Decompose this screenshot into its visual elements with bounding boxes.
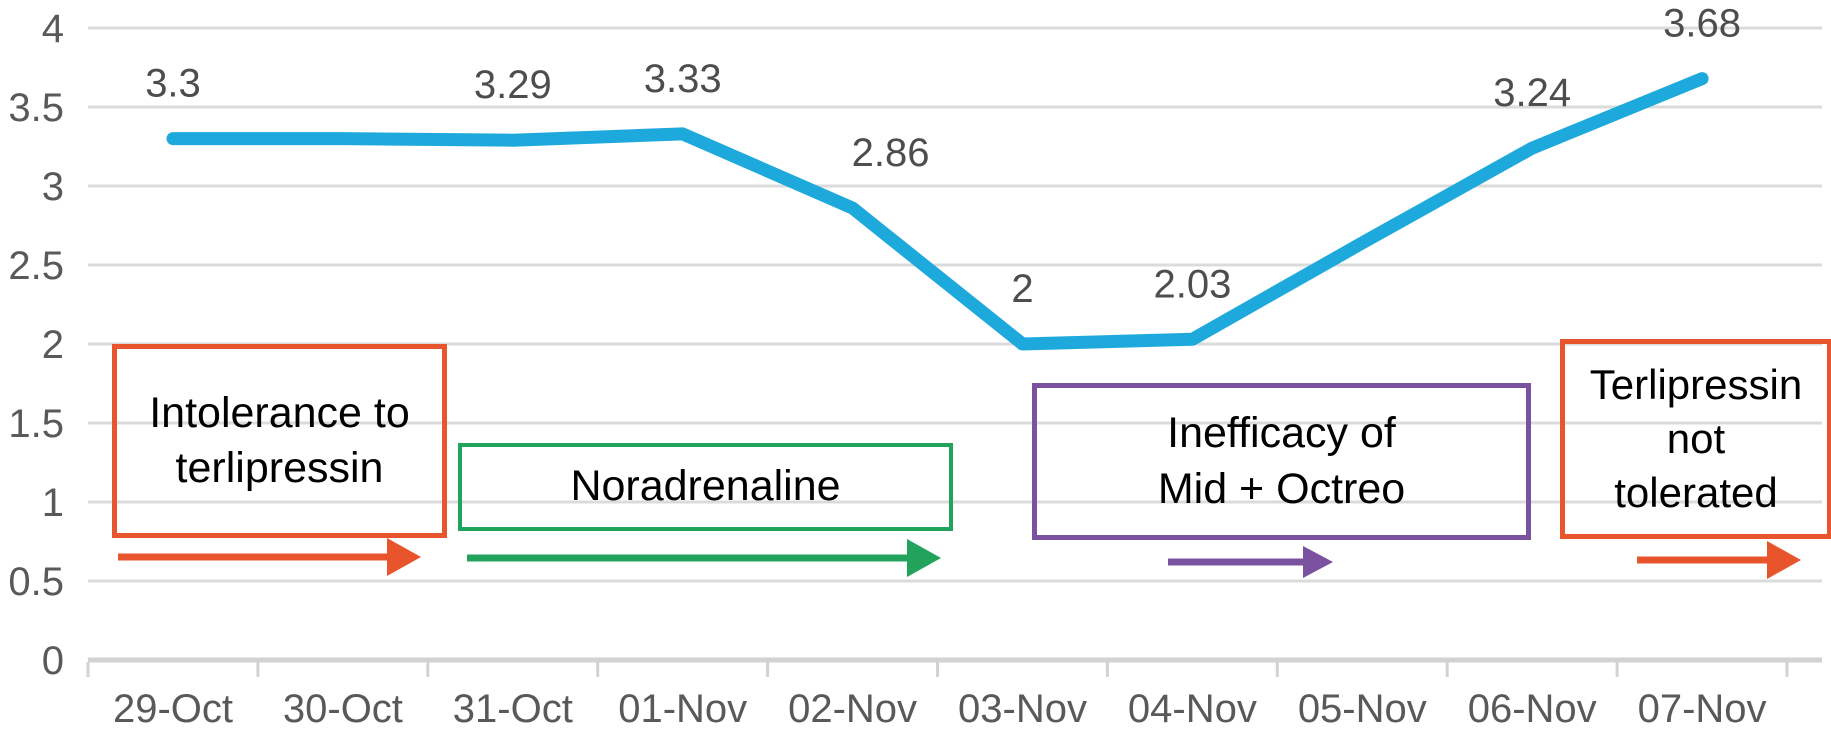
data-label: 3.24 — [1493, 71, 1571, 115]
annotation-text: Inefficacy of — [1167, 409, 1396, 458]
data-label: 2.86 — [852, 131, 930, 175]
intolerance-arrow — [118, 538, 421, 576]
annotation-text: tolerated — [1614, 468, 1778, 516]
x-tick-label: 29-Oct — [113, 687, 233, 731]
data-label: 2 — [1011, 267, 1033, 311]
terlipressin-arrow-head — [1767, 541, 1801, 579]
x-tick-label: 30-Oct — [283, 687, 403, 731]
data-labels: 3.3 3.29 3.33 2.86 2 2.03 3.24 3.68 — [145, 2, 1741, 311]
noradrenaline-arrow — [467, 539, 941, 577]
x-tick-label: 03-Nov — [958, 687, 1087, 731]
annotation-box-inefficacy-mid-octreo: Inefficacy of Mid + Octreo — [1032, 383, 1531, 540]
y-axis-labels: 0 0.5 1 1.5 2 2.5 3 3.5 4 — [8, 7, 64, 683]
annotation-arrows — [118, 538, 1801, 579]
y-tick-label: 4 — [42, 7, 64, 51]
data-label: 3.3 — [145, 62, 201, 106]
data-series-line — [166, 72, 1709, 351]
y-tick-label: 0 — [42, 639, 64, 683]
annotation-text: Intolerance to — [149, 388, 410, 437]
x-tick-label: 07-Nov — [1638, 687, 1767, 731]
annotation-box-terlipressin-not-tolerated: Terlipressin not tolerated — [1560, 339, 1831, 539]
y-tick-label: 2.5 — [8, 244, 64, 288]
annotation-text: Noradrenaline — [570, 462, 841, 511]
mid-octreo-arrow — [1168, 546, 1333, 578]
x-tick-label: 04-Nov — [1128, 687, 1257, 731]
y-tick-label: 3.5 — [8, 86, 64, 130]
y-tick-label: 2 — [42, 323, 64, 367]
data-label: 3.68 — [1663, 2, 1741, 46]
y-tick-label: 1.5 — [8, 402, 64, 446]
x-tick-label: 01-Nov — [618, 687, 747, 731]
annotation-text: Terlipressin — [1589, 361, 1803, 409]
x-tick-label: 31-Oct — [453, 687, 573, 731]
y-tick-label: 3 — [42, 165, 64, 209]
data-label: 3.33 — [644, 57, 722, 101]
annotation-box-intolerance: Intolerance to terlipressin — [112, 344, 447, 538]
annotation-box-noradrenaline: Noradrenaline — [458, 443, 953, 531]
annotation-text: Mid + Octreo — [1157, 464, 1406, 513]
x-axis-labels: 29-Oct 30-Oct 31-Oct 01-Nov 02-Nov 03-Nov 04-N… — [113, 687, 1767, 731]
x-tick-label: 02-Nov — [788, 687, 917, 731]
x-axis — [86, 657, 1822, 677]
terlipressin-arrow — [1637, 541, 1801, 579]
y-tick-label: 0.5 — [8, 560, 64, 604]
series-polyline — [166, 72, 1709, 351]
noradrenaline-arrow-head — [907, 539, 941, 577]
intolerance-arrow-head — [387, 538, 421, 576]
x-tick-label: 06-Nov — [1468, 687, 1597, 731]
annotation-text: terlipressin — [175, 444, 384, 492]
mid-octreo-arrow-head — [1303, 546, 1333, 578]
y-tick-label: 1 — [42, 481, 64, 525]
x-tick-label: 05-Nov — [1298, 687, 1427, 731]
data-label: 2.03 — [1153, 262, 1231, 306]
data-label: 3.29 — [474, 63, 552, 107]
annotation-text: not — [1666, 415, 1726, 463]
